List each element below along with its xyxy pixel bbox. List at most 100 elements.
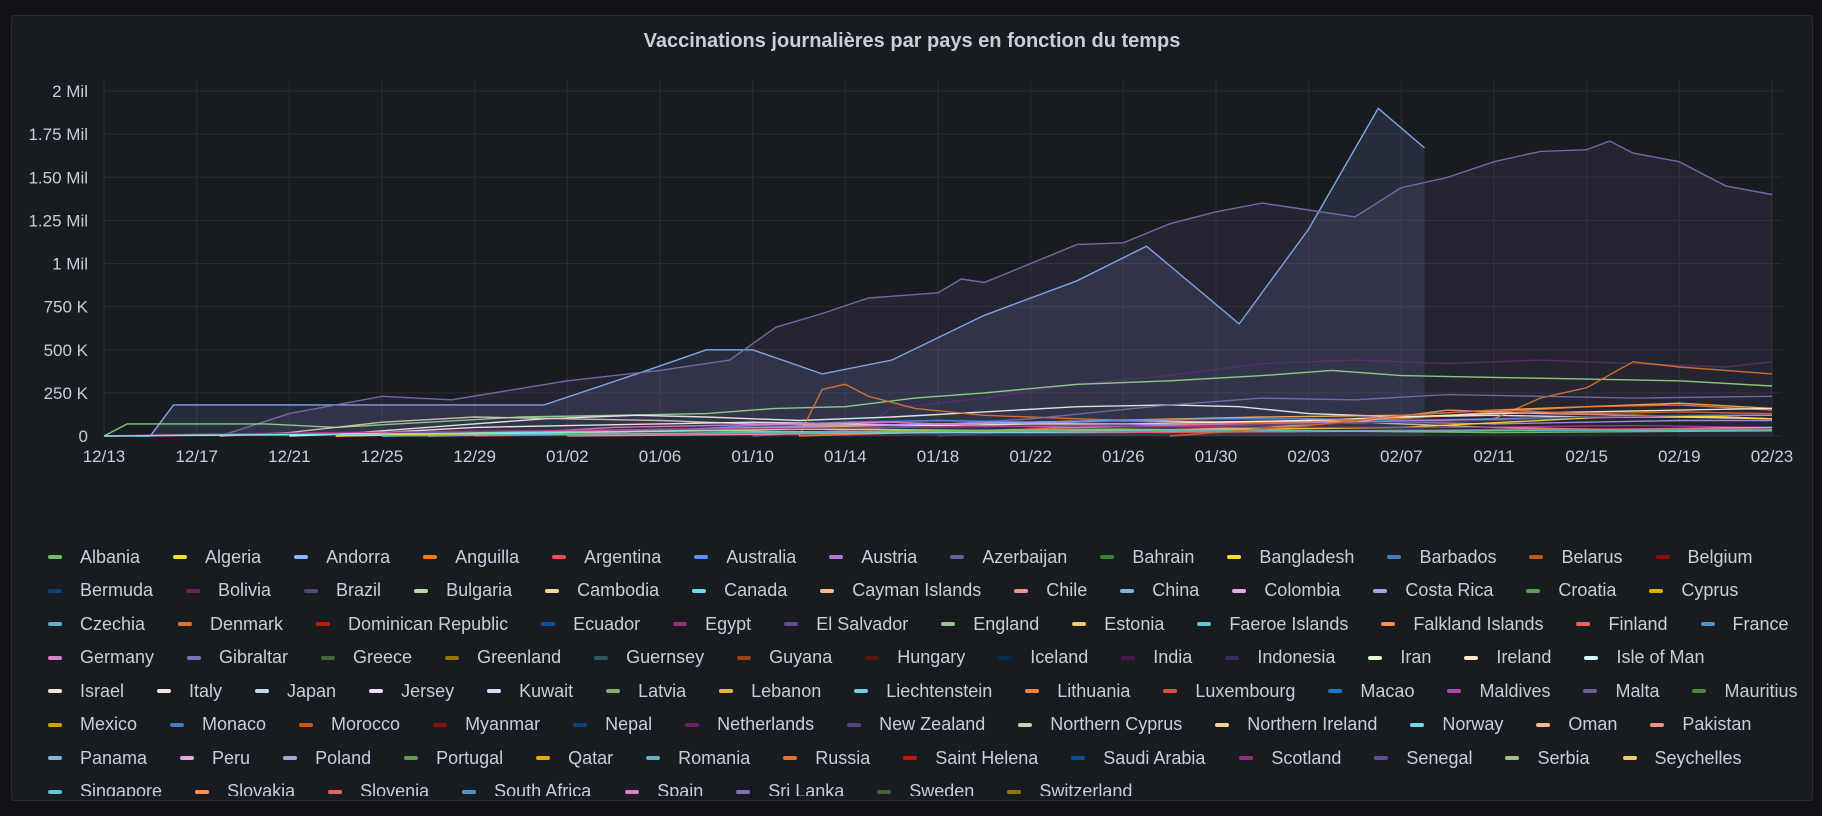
legend-item[interactable]: Ireland <box>1464 647 1551 669</box>
legend-item[interactable]: Malta <box>1583 680 1659 702</box>
legend-item[interactable]: Liechtenstein <box>854 680 992 702</box>
legend-item[interactable]: Switzerland <box>1007 781 1132 796</box>
legend-item[interactable]: Latvia <box>606 680 686 702</box>
legend-item[interactable]: Scotland <box>1239 747 1341 769</box>
legend-item[interactable]: Northern Ireland <box>1215 714 1377 736</box>
legend-item[interactable]: Macao <box>1328 680 1414 702</box>
legend-swatch <box>369 689 384 693</box>
legend-item[interactable]: India <box>1121 647 1192 669</box>
legend-item[interactable]: Maldives <box>1447 680 1550 702</box>
legend-item[interactable]: Finland <box>1576 613 1668 635</box>
legend-item[interactable]: Indonesia <box>1225 647 1335 669</box>
legend-item[interactable]: Gibraltar <box>187 647 288 669</box>
legend-item[interactable]: Sri Lanka <box>736 781 844 796</box>
legend-item[interactable]: Russia <box>783 747 870 769</box>
legend-item[interactable]: Portugal <box>404 747 503 769</box>
line-chart[interactable]: 0 250 K 500 K 750 K 1 Mil 1.25 Mil 1.50 Mil 1.7… <box>12 16 1812 536</box>
legend-item[interactable]: Ecuador <box>541 613 640 635</box>
legend-item[interactable]: Denmark <box>178 613 283 635</box>
legend-item[interactable]: Bulgaria <box>414 580 512 602</box>
legend-item[interactable]: Saudi Arabia <box>1071 747 1205 769</box>
legend-item[interactable]: Barbados <box>1387 546 1497 568</box>
legend-item[interactable]: Bahrain <box>1100 546 1194 568</box>
legend-item[interactable]: Netherlands <box>685 714 814 736</box>
legend-item[interactable]: Isle of Man <box>1584 647 1704 669</box>
legend-item[interactable]: Nepal <box>573 714 652 736</box>
legend-item[interactable]: Estonia <box>1072 613 1164 635</box>
legend-item[interactable]: Slovenia <box>328 781 429 796</box>
legend-item[interactable]: Iran <box>1368 647 1431 669</box>
legend-item[interactable]: Bermuda <box>48 580 153 602</box>
legend-item[interactable]: Jersey <box>369 680 454 702</box>
legend-item[interactable]: Austria <box>829 546 917 568</box>
legend-item[interactable]: Croatia <box>1526 580 1616 602</box>
legend-item[interactable]: Hungary <box>865 647 965 669</box>
legend-item[interactable]: England <box>941 613 1039 635</box>
legend-item[interactable]: Czechia <box>48 613 145 635</box>
legend-item[interactable]: Falkland Islands <box>1381 613 1543 635</box>
legend-item[interactable]: Dominican Republic <box>316 613 508 635</box>
legend-item[interactable]: Pakistan <box>1650 714 1751 736</box>
legend-item[interactable]: Luxembourg <box>1163 680 1295 702</box>
legend-item[interactable]: Cayman Islands <box>820 580 981 602</box>
legend-item[interactable]: Azerbaijan <box>950 546 1067 568</box>
legend-item[interactable]: Greece <box>321 647 412 669</box>
legend-item[interactable]: Cyprus <box>1649 580 1738 602</box>
legend-item[interactable]: Belarus <box>1529 546 1623 568</box>
legend-item[interactable]: Bangladesh <box>1227 546 1354 568</box>
legend-item[interactable]: Bolivia <box>186 580 271 602</box>
legend-item[interactable]: Senegal <box>1374 747 1472 769</box>
legend-item[interactable]: Australia <box>694 546 796 568</box>
legend-item[interactable]: Mauritius <box>1692 680 1798 702</box>
legend-item[interactable]: Colombia <box>1232 580 1340 602</box>
legend-item[interactable]: Anguilla <box>423 546 519 568</box>
legend-item[interactable]: Iceland <box>998 647 1088 669</box>
legend-item[interactable]: Argentina <box>552 546 661 568</box>
legend-item[interactable]: Israel <box>48 680 124 702</box>
legend-item[interactable]: New Zealand <box>847 714 985 736</box>
legend-item[interactable]: Myanmar <box>433 714 540 736</box>
legend-item[interactable]: Slovakia <box>195 781 295 796</box>
legend-item[interactable]: Guernsey <box>594 647 704 669</box>
legend-item[interactable]: Albania <box>48 546 140 568</box>
legend-item[interactable]: China <box>1120 580 1199 602</box>
legend-item[interactable]: Lithuania <box>1025 680 1130 702</box>
legend-item[interactable]: Northern Cyprus <box>1018 714 1182 736</box>
legend-item[interactable]: Faeroe Islands <box>1197 613 1348 635</box>
legend-item[interactable]: Japan <box>255 680 336 702</box>
legend-item[interactable]: Poland <box>283 747 371 769</box>
legend-item[interactable]: Serbia <box>1505 747 1590 769</box>
legend-item[interactable]: Kuwait <box>487 680 573 702</box>
legend-item[interactable]: Monaco <box>170 714 266 736</box>
legend-item[interactable]: Greenland <box>445 647 561 669</box>
legend-item[interactable]: Canada <box>692 580 787 602</box>
legend-item[interactable]: South Africa <box>462 781 591 796</box>
legend-item[interactable]: Oman <box>1536 714 1617 736</box>
legend-item[interactable]: Costa Rica <box>1373 580 1493 602</box>
legend-item[interactable]: Brazil <box>304 580 381 602</box>
legend-item[interactable]: Belgium <box>1655 546 1753 568</box>
legend-item[interactable]: Lebanon <box>719 680 821 702</box>
legend-item[interactable]: Spain <box>625 781 703 796</box>
legend-item[interactable]: El Salvador <box>784 613 908 635</box>
legend-item[interactable]: Seychelles <box>1622 747 1742 769</box>
legend-item[interactable]: Italy <box>157 680 222 702</box>
legend-item[interactable]: Andorra <box>294 546 390 568</box>
legend-item[interactable]: Chile <box>1014 580 1087 602</box>
legend-item[interactable]: Morocco <box>299 714 400 736</box>
legend-item[interactable]: France <box>1700 613 1789 635</box>
legend-item[interactable]: Romania <box>646 747 750 769</box>
legend-item[interactable]: Panama <box>48 747 147 769</box>
legend-item[interactable]: Saint Helena <box>903 747 1038 769</box>
legend-item[interactable]: Peru <box>180 747 250 769</box>
legend-item[interactable]: Algeria <box>173 546 261 568</box>
legend-item[interactable]: Egypt <box>673 613 751 635</box>
legend-item[interactable]: Guyana <box>737 647 832 669</box>
legend-item[interactable]: Sweden <box>877 781 974 796</box>
legend-item[interactable]: Germany <box>48 647 154 669</box>
legend-item[interactable]: Cambodia <box>545 580 659 602</box>
legend-item[interactable]: Norway <box>1410 714 1503 736</box>
legend-item[interactable]: Singapore <box>48 781 162 796</box>
legend-item[interactable]: Mexico <box>48 714 137 736</box>
legend-item[interactable]: Qatar <box>536 747 613 769</box>
